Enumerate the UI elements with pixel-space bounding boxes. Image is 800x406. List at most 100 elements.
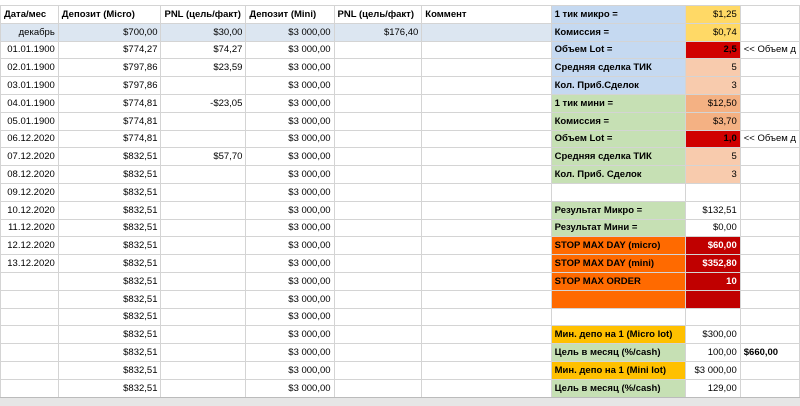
- cell[interactable]: $774,81: [57, 93, 162, 113]
- cell[interactable]: $3 000,00: [245, 40, 335, 60]
- panel-note[interactable]: [739, 325, 800, 345]
- panel-note[interactable]: [739, 360, 800, 380]
- panel-value[interactable]: 5: [685, 147, 741, 167]
- cell[interactable]: $832,51: [57, 218, 162, 238]
- cell[interactable]: [421, 58, 552, 78]
- cell[interactable]: $3 000,00: [245, 76, 335, 95]
- cell[interactable]: [421, 165, 552, 184]
- panel-value[interactable]: 3: [685, 76, 741, 95]
- cell[interactable]: [160, 271, 247, 291]
- panel-value[interactable]: [685, 289, 741, 309]
- cell[interactable]: [421, 307, 552, 327]
- panel-value[interactable]: 100,00: [685, 343, 741, 362]
- cell[interactable]: $797,86: [57, 76, 162, 95]
- panel-label[interactable]: Комиссия =: [550, 22, 687, 42]
- cell[interactable]: $3 000,00: [245, 147, 335, 167]
- panel-note[interactable]: [739, 200, 800, 220]
- panel-note[interactable]: [739, 378, 800, 398]
- header-cell[interactable]: Дата/мес: [0, 5, 59, 24]
- panel-value[interactable]: $0,00: [685, 218, 741, 238]
- cell[interactable]: [421, 343, 552, 362]
- panel-note[interactable]: [739, 218, 800, 238]
- panel-value[interactable]: $132,51: [685, 200, 741, 220]
- panel-note[interactable]: [739, 93, 800, 113]
- panel-label[interactable]: Цель в месяц (%/cash): [550, 378, 687, 398]
- cell[interactable]: [421, 378, 552, 398]
- panel-note[interactable]: [739, 182, 800, 202]
- cell[interactable]: [333, 200, 423, 220]
- cell[interactable]: 06.12.2020: [0, 129, 59, 149]
- cell[interactable]: -$23,05: [160, 93, 247, 113]
- cell[interactable]: [333, 111, 423, 131]
- cell[interactable]: [421, 129, 552, 149]
- cell[interactable]: [160, 325, 247, 345]
- cell[interactable]: [333, 147, 423, 167]
- cell[interactable]: $3 000,00: [245, 254, 335, 273]
- panel-note[interactable]: [739, 76, 800, 95]
- cell[interactable]: $3 000,00: [245, 325, 335, 345]
- cell[interactable]: [160, 254, 247, 273]
- cell[interactable]: $832,51: [57, 325, 162, 345]
- panel-note[interactable]: [739, 147, 800, 167]
- panel-value[interactable]: 129,00: [685, 378, 741, 398]
- cell[interactable]: [333, 40, 423, 60]
- cell[interactable]: 03.01.1900: [0, 76, 59, 95]
- cell[interactable]: [421, 218, 552, 238]
- cell[interactable]: [333, 378, 423, 398]
- panel-label[interactable]: 1 тик мини =: [550, 93, 687, 113]
- cell[interactable]: [421, 325, 552, 345]
- header-cell[interactable]: PNL (цель/факт): [160, 5, 247, 24]
- cell[interactable]: $832,51: [57, 307, 162, 327]
- panel-label[interactable]: Средняя сделка ТИК: [550, 147, 687, 167]
- panel-label[interactable]: Цель в месяц (%/cash): [550, 343, 687, 362]
- panel-note[interactable]: $660,00: [739, 343, 800, 362]
- cell[interactable]: $176,40: [333, 22, 423, 42]
- cell[interactable]: $3 000,00: [245, 378, 335, 398]
- cell[interactable]: $832,51: [57, 378, 162, 398]
- cell[interactable]: [421, 76, 552, 95]
- cell[interactable]: 09.12.2020: [0, 182, 59, 202]
- cell[interactable]: $774,81: [57, 111, 162, 131]
- cell[interactable]: [160, 360, 247, 380]
- cell[interactable]: 07.12.2020: [0, 147, 59, 167]
- cell[interactable]: [333, 254, 423, 273]
- panel-value[interactable]: 10: [685, 271, 741, 291]
- panel-value[interactable]: $12,50: [685, 93, 741, 113]
- cell[interactable]: [160, 378, 247, 398]
- cell[interactable]: $3 000,00: [245, 307, 335, 327]
- cell[interactable]: [333, 325, 423, 345]
- cell[interactable]: $832,51: [57, 182, 162, 202]
- panel-value[interactable]: $3 000,00: [685, 360, 741, 380]
- cell[interactable]: [421, 147, 552, 167]
- cell[interactable]: [333, 236, 423, 256]
- header-cell[interactable]: Депозит (Mini): [245, 5, 335, 24]
- cell[interactable]: $3 000,00: [245, 93, 335, 113]
- cell[interactable]: [160, 218, 247, 238]
- panel-value[interactable]: $300,00: [685, 325, 741, 345]
- cell[interactable]: $3 000,00: [245, 271, 335, 291]
- panel-note[interactable]: << Объем д: [739, 129, 800, 149]
- panel-value[interactable]: $352,80: [685, 254, 741, 273]
- panel-value[interactable]: 2,5: [685, 40, 741, 60]
- panel-label[interactable]: Результат Микро =: [550, 200, 687, 220]
- cell[interactable]: [333, 360, 423, 380]
- panel-label[interactable]: 1 тик микро =: [550, 5, 687, 24]
- cell[interactable]: $832,51: [57, 236, 162, 256]
- panel-label[interactable]: Мин. депо на 1 (Mini lot): [550, 360, 687, 380]
- cell[interactable]: $3 000,00: [245, 182, 335, 202]
- cell[interactable]: [160, 236, 247, 256]
- cell[interactable]: [333, 58, 423, 78]
- cell[interactable]: 01.01.1900: [0, 40, 59, 60]
- cell[interactable]: [333, 271, 423, 291]
- cell[interactable]: 05.01.1900: [0, 111, 59, 131]
- panel-note[interactable]: [739, 236, 800, 256]
- header-cell[interactable]: PNL (цель/факт): [333, 5, 423, 24]
- cell[interactable]: [0, 307, 59, 327]
- cell[interactable]: $57,70: [160, 147, 247, 167]
- panel-value[interactable]: 3: [685, 165, 741, 184]
- cell[interactable]: $832,51: [57, 254, 162, 273]
- panel-value[interactable]: [685, 307, 741, 327]
- panel-label[interactable]: STOP MAX DAY (mini): [550, 254, 687, 273]
- panel-note[interactable]: [739, 58, 800, 78]
- cell[interactable]: $3 000,00: [245, 360, 335, 380]
